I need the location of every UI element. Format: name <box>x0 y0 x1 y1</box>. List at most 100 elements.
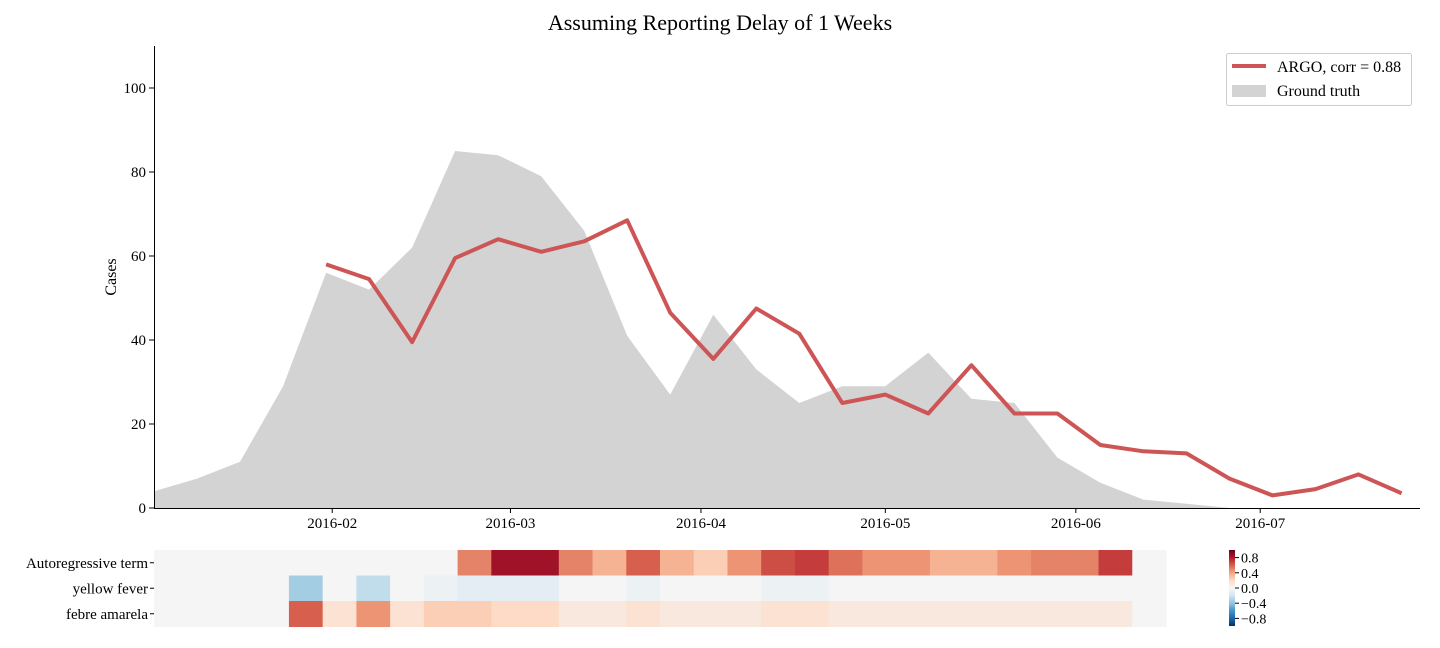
x-tick-label: 2016-04 <box>676 516 726 532</box>
heatmap-cell <box>1064 550 1100 576</box>
heatmap-row-label: Autoregressive term <box>26 556 148 572</box>
y-axis-label: Cases <box>103 258 120 295</box>
heatmap-cell <box>491 550 526 576</box>
heatmap-cell <box>288 601 324 627</box>
x-tick-label: 2016-06 <box>1051 516 1101 532</box>
ground-truth-area <box>154 151 1402 508</box>
heatmap-cell <box>963 575 998 602</box>
y-tick-label: 40 <box>131 333 146 349</box>
heatmap-cell <box>660 601 695 627</box>
heatmap-cell <box>896 550 931 576</box>
x-tick-label: 2016-07 <box>1235 516 1285 532</box>
heatmap-cell <box>660 575 695 602</box>
heatmap-cell <box>1064 575 1100 602</box>
legend: ARGO, corr = 0.88 Ground truth <box>1226 53 1412 106</box>
legend-ground-truth-label: Ground truth <box>1277 83 1360 100</box>
chart-title: Assuming Reporting Delay of 1 Weeks <box>548 10 892 35</box>
heatmap-cell <box>423 601 459 627</box>
ground-truth-area-layer <box>154 151 1402 508</box>
heatmap-cell <box>322 575 357 602</box>
colorbar-ticks: 0.80.40.0−0.4−0.8 <box>1235 552 1266 627</box>
legend-argo-label: ARGO, corr = 0.88 <box>1277 59 1401 76</box>
heatmap-cell <box>288 550 324 576</box>
heatmap-cell <box>761 601 796 627</box>
heatmap-cell <box>929 601 965 627</box>
heatmap-cell <box>794 601 830 627</box>
colorbar-tick-label: −0.4 <box>1241 597 1266 612</box>
y-ticks: 0 20 40 60 80 100 <box>124 81 154 517</box>
heatmap-cell <box>896 575 931 602</box>
heatmap-cell <box>1132 550 1167 576</box>
heatmap-cell <box>255 575 290 602</box>
heatmap-cell <box>390 575 425 602</box>
heatmap-cell <box>423 575 459 602</box>
heatmap-cell <box>255 601 290 627</box>
y-tick-label: 100 <box>124 81 147 97</box>
heatmap-cell <box>221 575 256 602</box>
heatmap-cell <box>727 550 762 576</box>
heatmap-cell <box>558 575 594 602</box>
colorbar <box>1229 550 1235 626</box>
argo-line-layer <box>325 218 1403 498</box>
heatmap-cell <box>187 575 223 602</box>
heatmap-cell <box>727 601 762 627</box>
heatmap-cell <box>660 550 695 576</box>
heatmap-cell <box>221 601 256 627</box>
heatmap-cell <box>1132 575 1167 602</box>
heatmap-cell <box>997 601 1032 627</box>
heatmap-cell <box>997 575 1032 602</box>
heatmap-cell <box>457 575 492 602</box>
heatmap-cell <box>626 601 661 627</box>
heatmap-cell <box>525 550 560 576</box>
heatmap-cell <box>221 550 256 576</box>
heatmap-cell <box>154 601 189 627</box>
heatmap-cell <box>154 550 189 576</box>
colorbar-tick-label: 0.0 <box>1241 582 1259 597</box>
heatmap-cell <box>1132 601 1167 627</box>
heatmap-cell <box>1031 601 1066 627</box>
heatmap-cell <box>693 550 729 576</box>
heatmap-cell <box>255 550 290 576</box>
heatmap-cell <box>390 550 425 576</box>
heatmap-cell <box>862 601 897 627</box>
heatmap-cell <box>187 550 223 576</box>
heatmap-cell <box>558 601 594 627</box>
colorbar-tick-label: 0.4 <box>1241 567 1259 582</box>
heatmap-cell <box>187 601 223 627</box>
heatmap-cell <box>963 601 998 627</box>
heatmap-cell <box>1098 575 1133 602</box>
heatmap-cell <box>1098 550 1133 576</box>
x-tick-label: 2016-02 <box>307 516 357 532</box>
colorbar-tick-label: −0.8 <box>1241 612 1266 627</box>
heatmap-cell <box>154 575 189 602</box>
y-tick-label: 0 <box>139 501 147 517</box>
colorbar-tick-label: 0.8 <box>1241 552 1259 567</box>
heatmap-cell <box>727 575 762 602</box>
heatmap-cell <box>828 601 863 627</box>
legend-frame <box>1226 53 1412 106</box>
heatmap-cell <box>1098 601 1133 627</box>
heatmap-cell <box>1064 601 1100 627</box>
heatmap-cell <box>288 575 324 602</box>
heatmap-cell <box>626 575 661 602</box>
heatmap-cell <box>491 601 526 627</box>
x-tick-label: 2016-03 <box>485 516 535 532</box>
heatmap-row-label: febre amarela <box>66 607 148 623</box>
heatmap-cell <box>592 575 627 602</box>
heatmap-cell <box>457 550 492 576</box>
heatmap-cell <box>390 601 425 627</box>
y-tick-label: 60 <box>131 249 146 265</box>
heatmap-cell <box>997 550 1032 576</box>
heatmap-cell <box>828 575 863 602</box>
heatmap-cell <box>862 550 897 576</box>
heatmap <box>154 550 1167 627</box>
y-tick-label: 20 <box>131 417 146 433</box>
heatmap-cell <box>896 601 931 627</box>
heatmap-cell <box>693 575 729 602</box>
heatmap-cell <box>356 575 391 602</box>
y-tick-label: 80 <box>131 165 146 181</box>
heatmap-row-labels: Autoregressive term yellow fever febre ama… <box>26 556 154 623</box>
heatmap-cell <box>356 601 391 627</box>
heatmap-cell <box>356 550 391 576</box>
